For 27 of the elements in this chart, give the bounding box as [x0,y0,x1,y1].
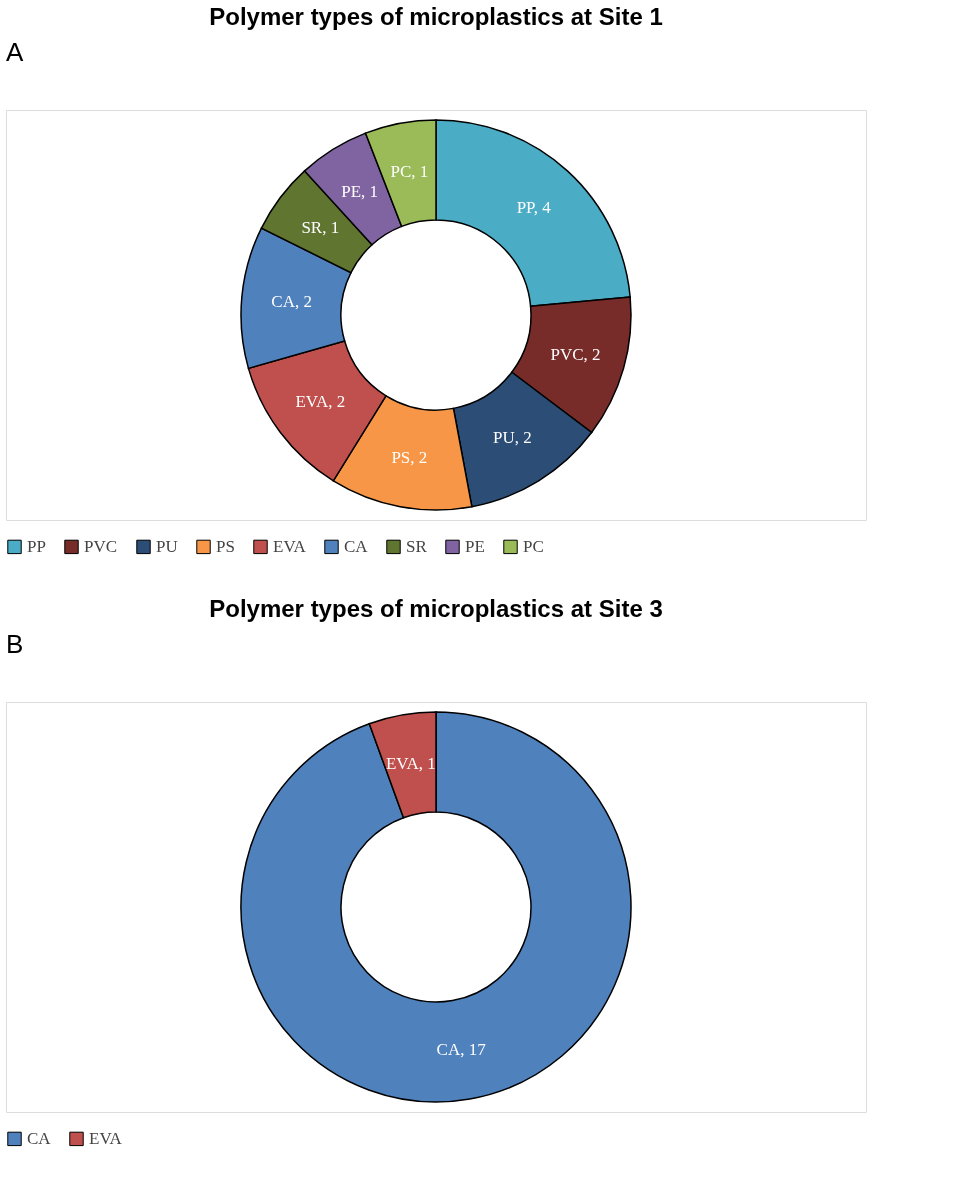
legend-label: EVA [273,536,307,556]
legend-label: PVC [84,536,118,556]
data-label: EVA, 1 [385,754,436,774]
legend-label: PP [27,536,46,556]
legend-label: SR [406,536,428,556]
legend-label: PU [156,536,178,556]
chart-title: Polymer types of microplastics at Site 3 [209,595,663,622]
data-label: PVC, 2 [550,344,601,364]
data-label: PE, 1 [341,181,379,201]
data-label: CA, 2 [271,291,312,311]
data-label: CA, 17 [436,1039,487,1059]
text: B [6,629,24,659]
legend-label: PE [465,536,485,556]
text: A [6,37,24,67]
data-label: PS, 2 [391,447,428,467]
legend-label: CA [344,536,369,556]
legend-label: PC [523,536,544,556]
chart-title: Polymer types of microplastics at Site 1 [209,3,663,30]
donut-slice [240,711,632,1103]
data-label: PP, 4 [516,197,552,217]
data-label: SR, 1 [301,217,340,237]
legend-label: CA [27,1128,52,1148]
data-label: EVA, 2 [295,392,346,412]
legend-label: PS [216,536,235,556]
data-label: PC, 1 [390,162,429,182]
legend-label: EVA [89,1128,123,1148]
data-label: PU, 2 [492,428,532,448]
